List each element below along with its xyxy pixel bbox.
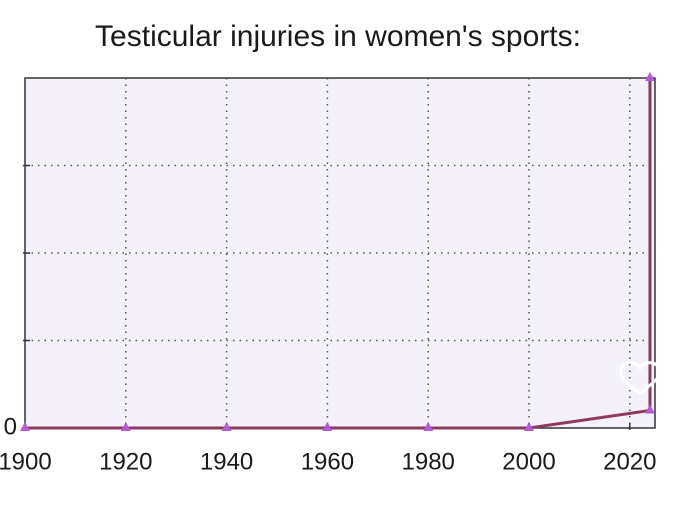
x-tick-label: 1900: [0, 448, 52, 475]
point-marker: [322, 422, 333, 431]
chart-title: Testicular injuries in women's sports:: [95, 20, 581, 53]
point-marker: [221, 422, 232, 431]
heart-icon: [619, 361, 661, 396]
plot-area: [24, 77, 656, 429]
plot: 1900 1920 1940 1960 1980 2000 2020 0: [0, 72, 656, 475]
x-tick-label: 1940: [200, 448, 253, 475]
point-marker: [524, 422, 534, 431]
point-marker: [644, 404, 655, 414]
y-tick-label: 0: [4, 413, 17, 440]
x-tick-label: 1960: [301, 448, 354, 475]
x-tick-label: 2000: [502, 448, 555, 475]
point-marker: [120, 422, 131, 431]
point-marker: [20, 422, 30, 431]
point-marker: [644, 72, 655, 81]
series-line: [25, 78, 652, 430]
x-tick-label: 1980: [402, 448, 455, 475]
point-marker: [423, 422, 434, 431]
x-tick-label: 1920: [99, 448, 152, 475]
x-tick-label: 2020: [603, 448, 656, 475]
